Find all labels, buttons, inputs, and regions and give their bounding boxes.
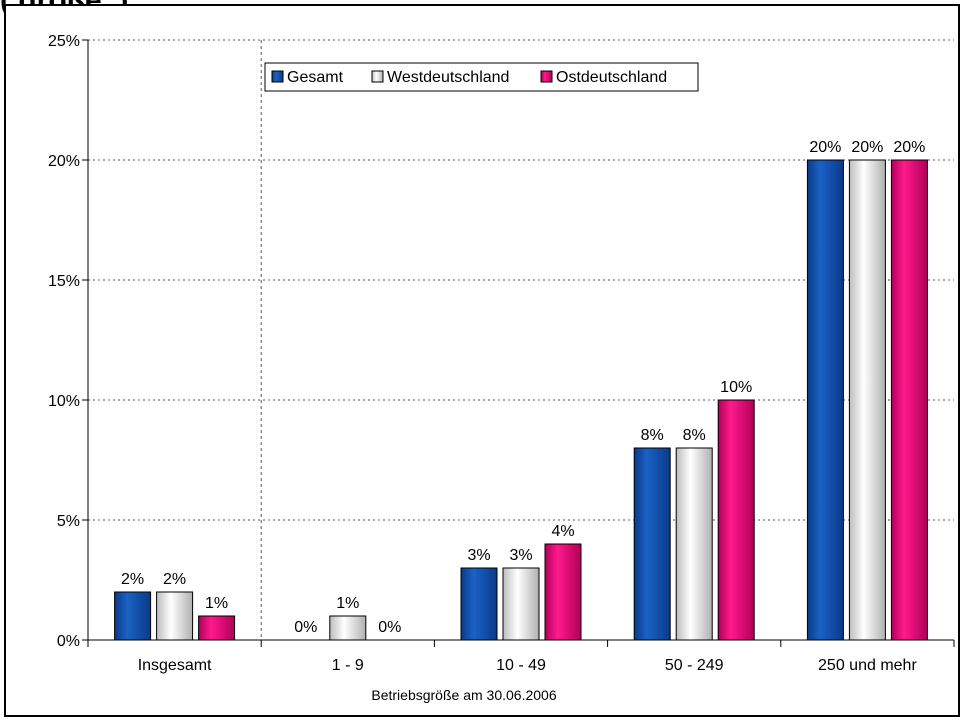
data-label: 2%: [121, 571, 144, 588]
y-tick-label: 0%: [57, 633, 80, 650]
x-tick-label: Insgesamt: [138, 657, 212, 674]
legend-label: Westdeutschland: [387, 69, 509, 86]
x-tick-label: 50 - 249: [665, 657, 724, 674]
data-label: 8%: [683, 427, 706, 444]
y-tick-label: 15%: [48, 273, 80, 290]
x-axis-title: Betriebsgröße am 30.06.2006: [371, 687, 556, 703]
bar-gesamt: [806, 159, 844, 641]
legend: [264, 62, 699, 92]
x-tick-label: 1 - 9: [332, 657, 364, 674]
data-label: 20%: [851, 139, 883, 156]
data-label: 3%: [509, 547, 532, 564]
bar-gesamt: [633, 447, 671, 641]
legend-swatch-ostdeutschland: [540, 70, 553, 83]
bar-gesamt: [460, 567, 498, 641]
x-tick-label: 250 und mehr: [818, 657, 917, 674]
data-label: 8%: [641, 427, 664, 444]
x-tick-label: 10 - 49: [496, 657, 546, 674]
data-label: 3%: [467, 547, 490, 564]
y-tick-label: 20%: [48, 153, 80, 170]
y-tick-label: 10%: [48, 393, 80, 410]
bar-chart: 0% 5% 10% 15% 20% 25% 2% 2% 1% Insgesamt 0% 1% 0% 1 …: [48, 33, 955, 703]
legend-label: Gesamt: [287, 69, 344, 86]
chart-frame: 0% 5% 10% 15% 20% 25% 2% 2% 1% Insgesamt 0% 1% 0% 1 …: [4, 4, 960, 717]
bar-westdeutschland: [329, 615, 367, 641]
data-label: 0%: [378, 619, 401, 636]
bar-ostdeutschland: [198, 615, 236, 641]
bar-westdeutschland: [848, 159, 886, 641]
bar-ostdeutschland: [890, 159, 928, 641]
bar-westdeutschland: [156, 591, 194, 641]
legend-swatch-gesamt: [271, 70, 284, 83]
bar-westdeutschland: [502, 567, 540, 641]
data-label: 10%: [720, 379, 752, 396]
y-tick-label: 25%: [48, 33, 80, 50]
bar-westdeutschland: [675, 447, 713, 641]
data-label: 1%: [205, 595, 228, 612]
bar-ostdeutschland: [717, 399, 755, 641]
data-label: 2%: [163, 571, 186, 588]
data-label: 20%: [893, 139, 925, 156]
bar-gesamt: [114, 591, 152, 641]
data-label: 20%: [809, 139, 841, 156]
y-tick-label: 5%: [57, 513, 80, 530]
data-label: 0%: [294, 619, 317, 636]
data-label: 1%: [336, 595, 359, 612]
legend-swatch-westdeutschland: [371, 70, 384, 83]
data-label: 4%: [551, 523, 574, 540]
legend-label: Ostdeutschland: [556, 69, 667, 86]
bar-ostdeutschland: [544, 543, 582, 641]
